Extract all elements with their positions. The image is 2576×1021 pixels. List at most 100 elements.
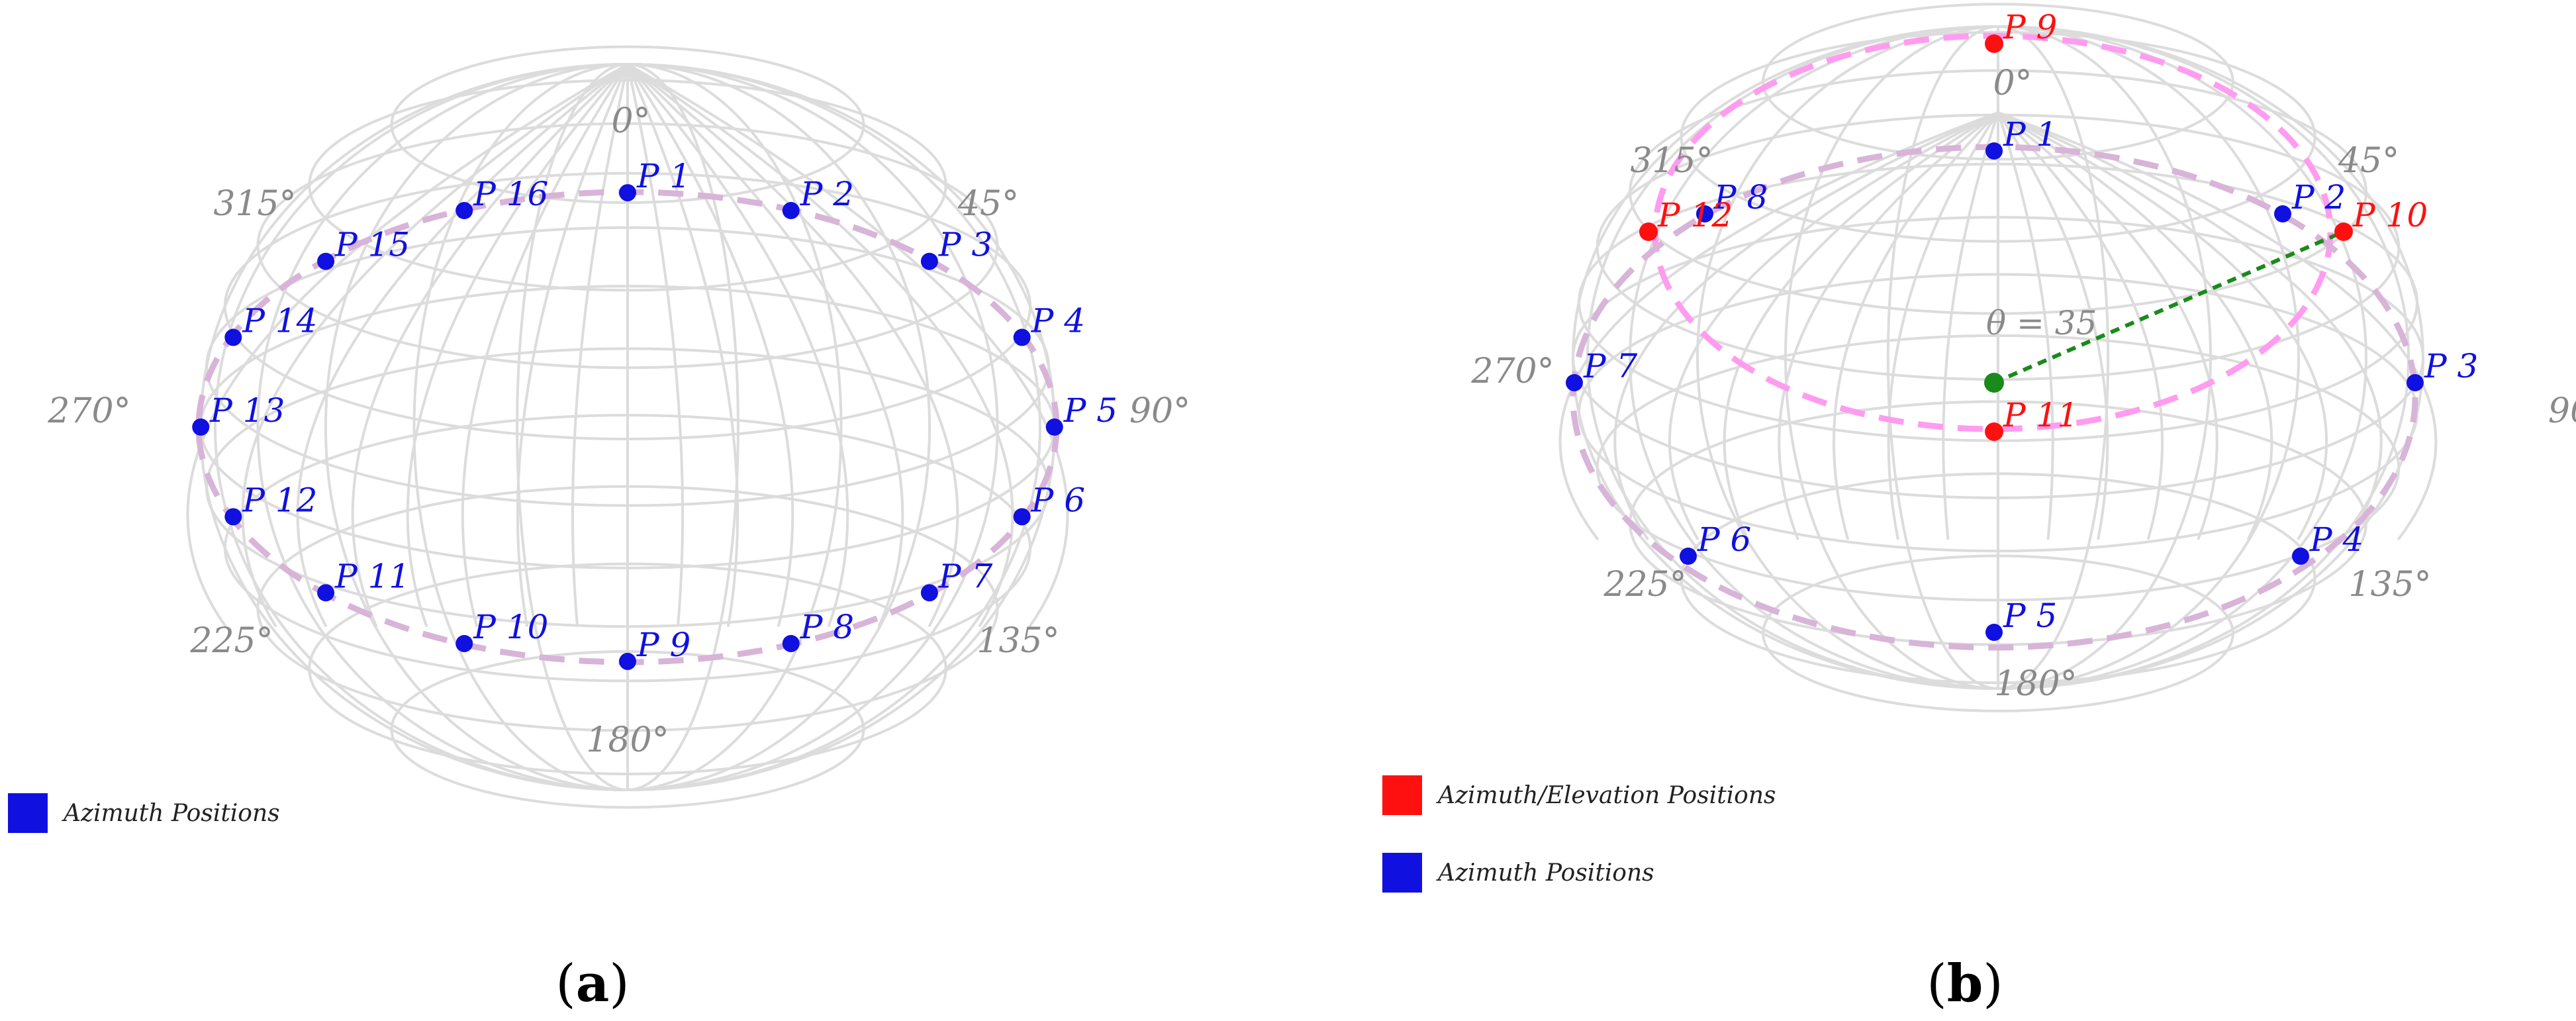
legend-item-azimuth-a: Azimuth Positions xyxy=(8,793,280,834)
azimuth-point-label: P 2 xyxy=(2291,178,2346,217)
azimuth-point-label: P 3 xyxy=(938,226,992,264)
azimuth-point-label: P 7 xyxy=(1583,347,1638,385)
caption-b: (b) xyxy=(1927,953,2003,1014)
sphere-meridian xyxy=(1997,111,2438,541)
elevation-point-label: P 12 xyxy=(1657,196,1733,234)
sphere-meridian xyxy=(1778,111,1999,540)
azimuth-point-label: P 4 xyxy=(2309,520,2363,559)
azimuth-point-label: P 4 xyxy=(1031,302,1085,340)
sphere-meridian xyxy=(1997,111,2273,540)
panel-b-sphere: θ = 35P 1P 2P 3P 4P 5P 6P 7P 8P 9P 10P 1… xyxy=(1470,3,2576,712)
angle-labels: 0° 45° 90° 135° 180° 225° 270° 315° xyxy=(47,101,1190,760)
legend-label: Azimuth Positions xyxy=(1438,859,1654,887)
elevation-point-marker xyxy=(2334,222,2353,241)
azimuth-point-marker xyxy=(192,418,210,436)
azimuth-point-marker xyxy=(920,584,938,602)
azimuth-points: P 1 P 2 P 3 P 4 P 5 P 6 P 7 P 8 P 9 P 10 P 11 P 12 P… xyxy=(192,157,1118,670)
sphere-meridian xyxy=(1997,112,2054,540)
sphere-meridian xyxy=(351,63,629,628)
azimuth-point-marker xyxy=(1985,624,2003,641)
sphere-meridian xyxy=(1723,111,1999,540)
angle-label: 270° xyxy=(1470,352,1554,391)
sphere-meridian xyxy=(626,63,1014,628)
legend-item-azimuth-b: Azimuth Positions xyxy=(1382,852,1654,893)
sphere-latitude xyxy=(390,650,865,809)
sphere-meridian xyxy=(626,63,849,628)
elevation-points: P 9 P 10 P 11 P 12 xyxy=(1639,8,2428,441)
angle-label: 0° xyxy=(611,101,650,141)
angle-label: 45° xyxy=(2338,141,2399,181)
angle-label: 45° xyxy=(957,184,1019,224)
azimuth-point-marker xyxy=(920,252,938,270)
angle-label: 0° xyxy=(1993,64,2032,103)
sphere-meridian xyxy=(627,63,1069,628)
azimuth-point-marker xyxy=(224,508,242,526)
azimuth-point-marker xyxy=(1680,548,1697,565)
sphere-meridian xyxy=(186,63,628,628)
legend-item-azimuth-elevation-b: Azimuth/Elevation Positions xyxy=(1382,775,1776,816)
angle-label: 180° xyxy=(586,720,669,760)
azimuth-point-marker xyxy=(317,252,335,270)
azimuth-point-label: P 1 xyxy=(636,157,691,195)
azimuth-point-label: P 5 xyxy=(1063,391,1118,430)
azimuth-point-marker xyxy=(455,202,473,220)
angle-label: 225° xyxy=(189,621,273,661)
azimuth-point-label: P 8 xyxy=(800,608,854,646)
angle-labels: 0° 45° 90° 135° 180° 225° 270° 315° xyxy=(1470,64,2576,704)
sphere-meridian xyxy=(406,63,629,628)
elevation-point-marker xyxy=(1985,422,2003,441)
azimuth-point-label: P 8 xyxy=(1713,178,1768,217)
elevation-point-label: P 11 xyxy=(2003,396,2078,434)
legend-label: Azimuth Positions xyxy=(64,799,280,827)
angle-label: 90° xyxy=(2548,391,2576,431)
sphere-meridian xyxy=(461,63,629,627)
sphere-meridian xyxy=(1942,112,1999,540)
sphere-meridian xyxy=(1887,111,1999,540)
sphere-meridian xyxy=(1613,111,1999,541)
azimuth-point-marker xyxy=(619,184,636,202)
sphere-meridian xyxy=(1997,111,2164,540)
sphere-meridian xyxy=(626,64,739,627)
legend-swatch-azimuth xyxy=(8,793,48,833)
angle-label: 135° xyxy=(2348,565,2431,605)
elevation-point-label: P 9 xyxy=(2003,8,2057,46)
azimuth-point-marker xyxy=(1566,374,1583,391)
azimuth-point-label: P 9 xyxy=(636,626,691,664)
azimuth-point-marker xyxy=(224,328,242,346)
angle-label: 270° xyxy=(47,391,130,431)
elevation-point-marker xyxy=(1985,34,2003,53)
azimuth-point-label: P 10 xyxy=(473,608,548,646)
azimuth-point-marker xyxy=(317,584,335,602)
elevation-point-label: P 10 xyxy=(2352,196,2428,234)
sphere-meridian xyxy=(626,63,794,627)
sphere-meridian xyxy=(1997,111,2383,541)
angle-label: 315° xyxy=(1630,141,1713,181)
azimuth-point-marker xyxy=(455,634,473,652)
caption-letter: a xyxy=(575,953,610,1014)
azimuth-point-marker xyxy=(782,202,800,220)
azimuth-point-label: P 3 xyxy=(2424,347,2478,385)
sphere-meridian xyxy=(626,64,685,627)
azimuth-point-label: P 1 xyxy=(2003,115,2057,154)
angle-label: 90° xyxy=(1129,391,1190,431)
azimuth-point-label: P 7 xyxy=(938,557,993,595)
sphere-meridian xyxy=(516,64,629,627)
azimuth-point-label: P 13 xyxy=(209,391,285,430)
angle-label: 135° xyxy=(977,621,1059,661)
panel-a-sphere: P 1 P 2 P 3 P 4 P 5 P 6 P 7 P 8 P 9 P 10 P 11 P 12 P… xyxy=(47,45,1190,809)
azimuth-point-marker xyxy=(1696,205,1713,222)
azimuth-points: P 1 P 2 P 3 P 4 P 5 P 6 P 7 P 8 xyxy=(1566,115,2478,641)
sphere-meridian xyxy=(1668,111,1999,541)
azimuth-point-label: P 11 xyxy=(334,557,410,595)
azimuth-point-marker xyxy=(1013,508,1031,526)
sphere-meridian xyxy=(1558,111,1999,541)
legend-label: Azimuth/Elevation Positions xyxy=(1438,781,1776,809)
theta-label: θ = 35 xyxy=(1986,304,2097,342)
sphere-wireframe xyxy=(186,45,1069,809)
azimuth-point-marker xyxy=(2407,374,2424,391)
sphere-meridian xyxy=(626,63,959,628)
sphere-meridian xyxy=(1833,111,1999,540)
sphere-latitude xyxy=(1762,554,2234,712)
sphere-meridian xyxy=(626,63,904,628)
